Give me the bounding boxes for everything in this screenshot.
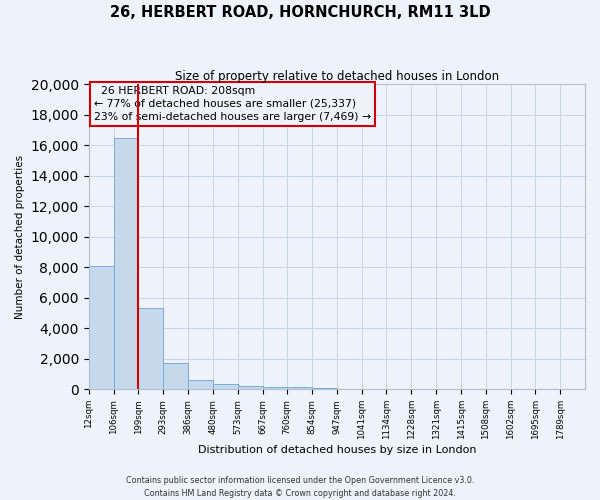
Bar <box>263 387 287 390</box>
Bar <box>89 266 113 390</box>
Bar <box>213 384 238 390</box>
Text: Contains public sector information licensed under the Open Government Licence v3: Contains public sector information licen… <box>126 476 474 485</box>
Title: Size of property relative to detached houses in London: Size of property relative to detached ho… <box>175 70 499 83</box>
Bar <box>113 138 138 390</box>
Bar <box>138 308 163 390</box>
Text: 26 HERBERT ROAD: 208sqm
← 77% of detached houses are smaller (25,337)
23% of sem: 26 HERBERT ROAD: 208sqm ← 77% of detache… <box>94 86 371 122</box>
Bar <box>188 380 213 390</box>
Bar <box>238 386 263 390</box>
Y-axis label: Number of detached properties: Number of detached properties <box>15 154 25 319</box>
Bar <box>287 388 312 390</box>
Text: 26, HERBERT ROAD, HORNCHURCH, RM11 3LD: 26, HERBERT ROAD, HORNCHURCH, RM11 3LD <box>110 5 490 20</box>
Text: Contains HM Land Registry data © Crown copyright and database right 2024.: Contains HM Land Registry data © Crown c… <box>144 488 456 498</box>
X-axis label: Distribution of detached houses by size in London: Distribution of detached houses by size … <box>197 445 476 455</box>
Bar <box>163 362 188 390</box>
Bar <box>312 388 337 390</box>
